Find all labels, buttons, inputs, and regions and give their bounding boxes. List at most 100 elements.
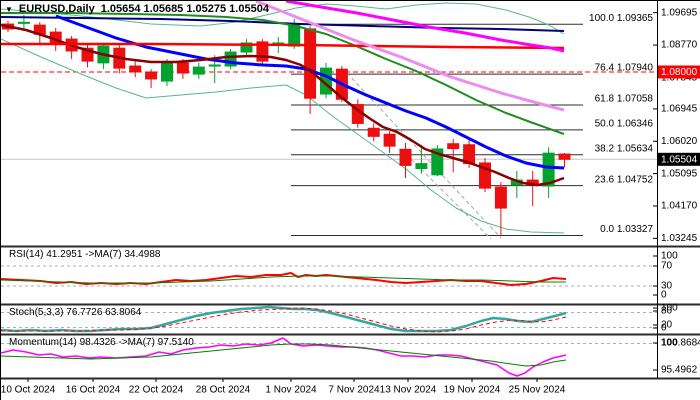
candle-27-Nov-2024: [542, 147, 555, 198]
date-axis-label: 25 Nov 2024: [509, 385, 566, 396]
fibo-level-label-76.4: 76.4 1.07940: [595, 63, 654, 74]
date-axis-label: 28 Oct 2024: [196, 385, 251, 396]
candle-body: [415, 163, 428, 170]
price-badge-1.08000: [658, 65, 700, 79]
candle-12-Nov-2024: [367, 123, 380, 142]
date-axis-label: 10 Oct 2024: [1, 385, 56, 396]
candle-body: [161, 62, 173, 82]
candle-body: [256, 41, 269, 62]
date-axis-label: 16 Oct 2024: [66, 385, 121, 396]
candle-body: [479, 162, 491, 189]
price-axis-label: 1.09695: [661, 7, 698, 18]
date-axis-label: 7 Nov 2024: [328, 385, 380, 396]
fibo-level-label-0.0: 0.0 1.03327: [600, 224, 653, 235]
candle-body: [192, 66, 205, 75]
fibo-level-label-23.6: 23.6 1.04752: [595, 174, 654, 185]
candle-body: [176, 62, 189, 74]
candle-15-Nov-2024: [415, 144, 428, 174]
rsi-axis-label: 0: [661, 290, 667, 301]
candle-23-Oct-2024: [145, 69, 158, 89]
price-axis-label: 1.08770: [661, 40, 698, 51]
momentum-panel-title: Momentum(14) 98.4326 ->MA(7) 97.5140: [9, 337, 194, 348]
momentum-axis-label: 100.8684: [661, 338, 700, 349]
rsi-axis-label: 70: [661, 261, 673, 272]
ma-maroon-fast[interactable]: [1, 23, 565, 187]
ma-blue-medium[interactable]: [55, 14, 565, 170]
candle-body: [17, 21, 30, 24]
candle-18-Nov-2024: [431, 145, 444, 177]
momentum-line[interactable]: [1, 337, 567, 377]
stoch-signal-line[interactable]: [1, 307, 567, 333]
candle-body: [129, 65, 142, 73]
price-badge-label: 1.05504: [661, 154, 698, 165]
price-axis-label: 1.04170: [661, 201, 698, 212]
date-axis-label: 19 Nov 2024: [444, 385, 501, 396]
envelope-upper: [1, 2, 565, 35]
candle-body: [494, 186, 507, 209]
stoch-axis-label: 80: [661, 306, 673, 317]
candle-body: [399, 148, 412, 166]
rsi-ma-line[interactable]: [1, 275, 566, 284]
candle-28-Nov-2024: [558, 152, 571, 168]
price-axis-label: 1.05095: [661, 168, 698, 179]
stoch-axis-label: 0: [661, 323, 667, 334]
candle-28-Oct-2024: [192, 62, 205, 79]
ma-navy-slow[interactable]: [1, 16, 565, 32]
momentum-ma-line[interactable]: [1, 343, 567, 367]
fibo-level-label-50.0: 50.0 1.06346: [595, 118, 654, 129]
candle-body: [208, 64, 221, 67]
candle-14-Nov-2024: [399, 143, 412, 178]
rsi-axis-label: 100: [661, 251, 678, 262]
envelope-lower: [1, 38, 565, 234]
ma-red-flat[interactable]: [1, 42, 565, 50]
fibo-level-label-61.8: 61.8 1.07058: [595, 94, 654, 105]
candle-body: [447, 143, 460, 150]
candle-7-Nov-2024: [320, 62, 332, 99]
candle-22-Nov-2024: [494, 182, 507, 236]
candle-body: [558, 153, 571, 160]
candle-21-Nov-2024: [479, 158, 491, 192]
candle-30-Oct-2024: [224, 48, 237, 70]
candle-body: [81, 47, 94, 62]
ma-magenta[interactable]: [285, 1, 565, 53]
ma-green-long[interactable]: [1, 12, 565, 135]
date-axis-label: 1 Nov 2024: [265, 385, 317, 396]
rsi-axis-label: 30: [661, 281, 673, 292]
candle-body: [383, 133, 396, 147]
stoch-panel-title: Stoch(5,3,3) 76.7726 63.8064: [9, 307, 142, 318]
momentum-axis-label: 100: [661, 338, 678, 349]
candle-1-Nov-2024: [256, 39, 269, 65]
ohlc-values: 1.05654 1.05685 1.05275 1.05504: [100, 3, 269, 15]
candle-19-Nov-2024: [447, 138, 460, 173]
stoch-axis-label: 20: [661, 320, 673, 331]
stoch-axis-label: 100: [661, 303, 678, 314]
candle-22-Oct-2024: [129, 61, 142, 78]
candle-body: [367, 127, 380, 137]
price-axis-label: 1.06945: [661, 104, 698, 115]
price-axis-label: 1.03245: [661, 233, 698, 244]
ma-pink[interactable]: [255, 1, 565, 112]
fibo-level-label-100.0: 100.0 1.09365: [589, 13, 653, 24]
rsi-panel-title: RSI(14) 41.2951 ->MA(7) 34.4988: [9, 249, 161, 260]
fibo-level-label-38.2: 38.2 1.05634: [595, 143, 654, 154]
candle-13-Nov-2024: [383, 131, 396, 154]
trendline-dashed-1[interactable]: [346, 72, 502, 239]
symbol-dropdown-icon[interactable]: ▼: [5, 4, 13, 14]
candle-body: [304, 28, 317, 99]
candle-31-Oct-2024: [240, 39, 253, 56]
candle-body: [145, 71, 158, 80]
candle-body: [431, 148, 444, 176]
price-badge-1.05504: [658, 152, 700, 166]
date-axis-label: 13 Nov 2024: [380, 385, 437, 396]
date-axis-label: 22 Oct 2024: [129, 385, 184, 396]
chart-header: ▼ EURUSD,Daily 1.05654 1.05685 1.05275 1…: [5, 3, 269, 15]
candle-body: [542, 152, 555, 187]
candle-body: [320, 67, 332, 95]
price-badge-label: 1.08000: [661, 67, 698, 78]
price-axis-label: 1.06020: [661, 136, 698, 147]
momentum-axis-label: 95.4962: [661, 365, 698, 376]
candle-body: [224, 51, 237, 67]
candle-17-Oct-2024: [81, 45, 94, 68]
